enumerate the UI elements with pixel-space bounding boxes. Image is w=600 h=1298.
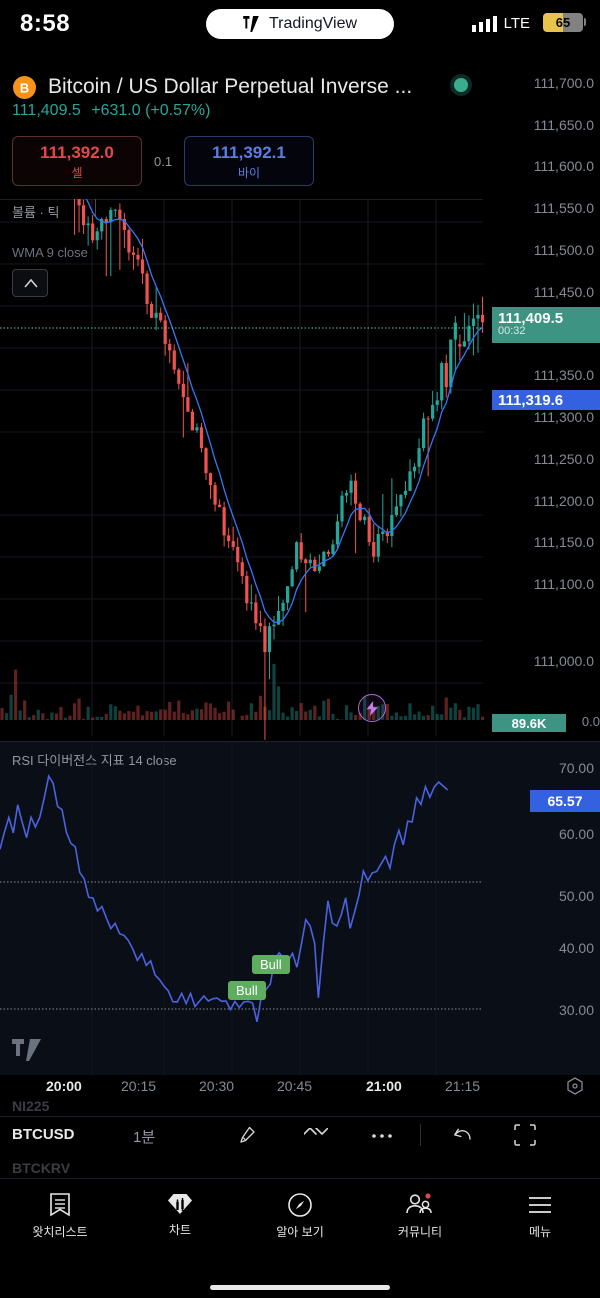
svg-text:B: B bbox=[20, 81, 29, 96]
